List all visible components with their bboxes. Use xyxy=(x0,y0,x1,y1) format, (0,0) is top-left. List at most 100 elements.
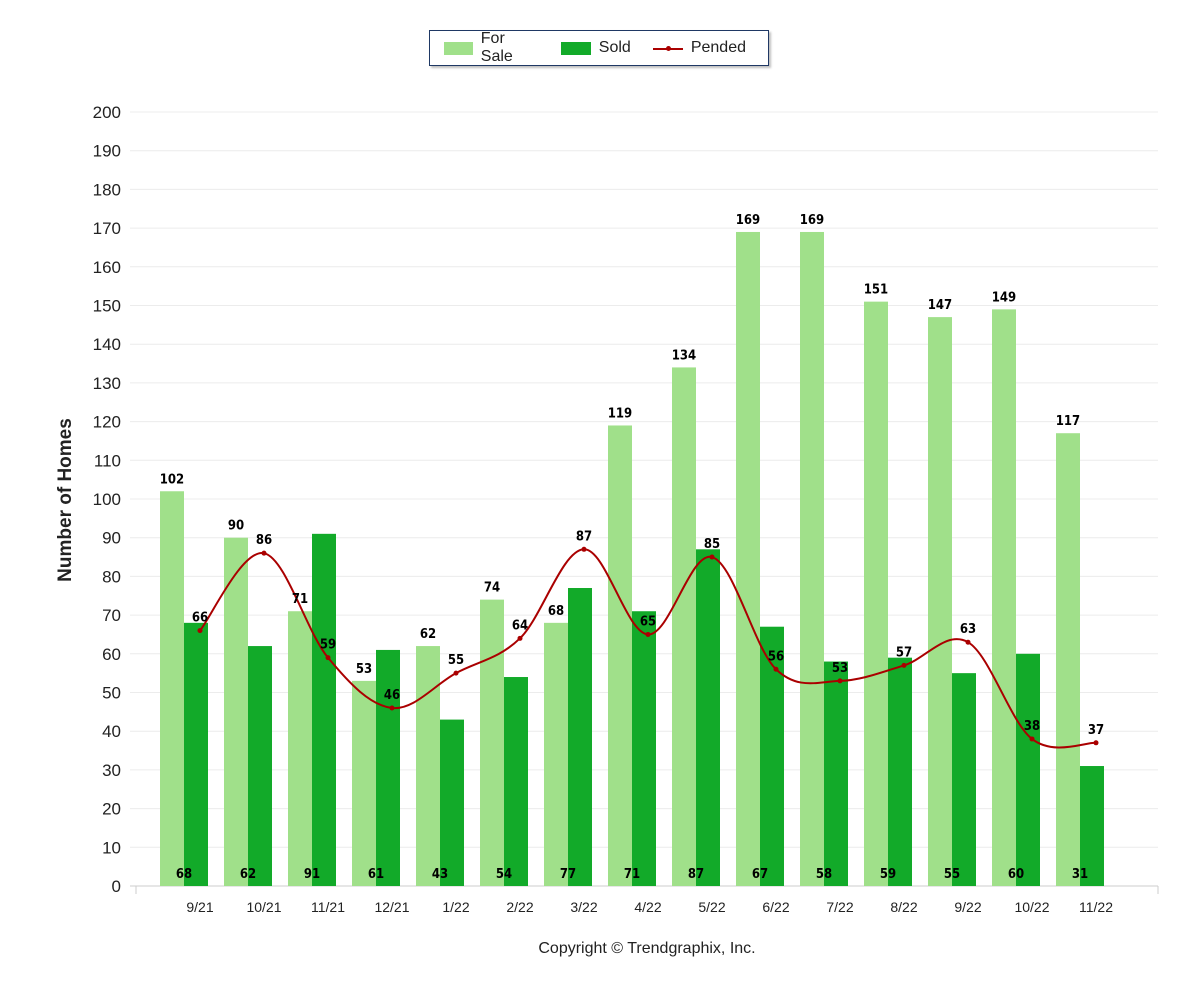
y-tick-label: 30 xyxy=(102,761,121,780)
data-label-sold: 61 xyxy=(368,867,384,882)
data-label-pended: 64 xyxy=(512,618,528,633)
data-label-for-sale: 169 xyxy=(800,213,824,228)
legend-swatch-for-sale xyxy=(444,41,473,55)
legend: For Sale Sold Pended xyxy=(429,30,769,66)
y-tick-label: 120 xyxy=(93,413,121,432)
x-axis-ticks: 9/21 10/21 11/21 12/21 1/22 2/22 3/22 4/22 5/22 6… xyxy=(186,899,1113,915)
x-tick-label: 2/22 xyxy=(506,899,533,915)
x-tick-label: 9/22 xyxy=(954,899,981,915)
legend-item-for-sale[interactable]: For Sale xyxy=(444,30,539,66)
data-label-pended: 57 xyxy=(896,645,912,660)
data-label-for-sale: 119 xyxy=(608,406,632,421)
data-label-sold: 67 xyxy=(752,867,768,882)
y-tick-label: 150 xyxy=(93,297,121,316)
bar-sold xyxy=(568,588,592,886)
data-label-pended: 37 xyxy=(1088,723,1104,738)
y-axis-ticks: 0 10 20 30 40 50 60 70 80 90 100 110 120 130 140 150 160… xyxy=(93,103,121,896)
pended-point xyxy=(773,666,779,672)
bar-sold xyxy=(696,549,720,886)
copyright: Copyright © Trendgraphix, Inc. xyxy=(538,940,756,957)
pended-point xyxy=(965,639,971,645)
bar-for-sale xyxy=(800,231,824,887)
legend-label-sold: Sold xyxy=(598,39,631,56)
pended-point xyxy=(581,546,587,552)
bar-for-sale xyxy=(352,680,376,886)
x-tick-label: 11/22 xyxy=(1079,899,1113,915)
data-label-for-sale: 90 xyxy=(228,519,244,534)
data-label-pended: 53 xyxy=(832,661,848,676)
pended-point xyxy=(325,655,331,661)
y-tick-label: 60 xyxy=(102,645,121,664)
y-tick-label: 140 xyxy=(93,335,121,354)
bar-for-sale xyxy=(160,491,184,886)
y-tick-label: 190 xyxy=(93,142,121,161)
x-tick-label: 12/21 xyxy=(374,899,409,915)
legend-item-pended[interactable]: Pended xyxy=(652,39,746,57)
y-tick-label: 50 xyxy=(102,684,121,703)
x-tick-label: 9/21 xyxy=(186,899,213,915)
bar-for-sale xyxy=(992,309,1016,886)
x-tick-label: 1/22 xyxy=(442,899,469,915)
bar-for-sale xyxy=(416,646,440,886)
x-tick-label: 8/22 xyxy=(890,899,917,915)
data-label-for-sale: 68 xyxy=(548,604,564,619)
x-tick-label: 6/22 xyxy=(762,899,789,915)
pended-point xyxy=(645,631,651,637)
data-label-for-sale: 53 xyxy=(356,662,372,677)
bar-sold xyxy=(824,661,848,886)
bar-for-sale xyxy=(224,537,248,886)
bar-sold xyxy=(248,646,272,886)
bar-sold xyxy=(440,719,464,886)
data-label-pended: 86 xyxy=(256,533,272,548)
data-label-sold: 55 xyxy=(944,867,960,882)
data-label-pended: 38 xyxy=(1024,719,1040,734)
data-label-for-sale: 149 xyxy=(992,290,1016,305)
data-label-sold: 59 xyxy=(880,867,896,882)
bar-sold xyxy=(184,622,208,886)
bar-sold xyxy=(1080,766,1104,886)
pended-point xyxy=(453,670,459,676)
data-label-pended: 46 xyxy=(384,688,400,703)
data-label-for-sale: 151 xyxy=(864,283,888,298)
x-tick-label: 4/22 xyxy=(634,899,661,915)
pended-point xyxy=(709,554,715,560)
data-label-sold: 91 xyxy=(304,867,320,882)
bar-sold xyxy=(504,677,528,886)
legend-label-pended: Pended xyxy=(690,39,746,56)
legend-line-pended xyxy=(652,42,683,55)
data-label-for-sale: 74 xyxy=(484,581,500,596)
data-label-pended: 65 xyxy=(640,614,656,629)
y-tick-label: 40 xyxy=(102,722,121,741)
bar-sold xyxy=(376,649,400,886)
pended-point xyxy=(197,628,203,634)
data-label-sold: 62 xyxy=(240,867,256,882)
y-tick-label: 100 xyxy=(93,490,121,509)
data-label-pended: 55 xyxy=(448,653,464,668)
legend-item-sold[interactable]: Sold xyxy=(560,39,631,57)
x-tick-label: 10/22 xyxy=(1014,899,1049,915)
x-tick-label: 3/22 xyxy=(570,899,597,915)
data-label-for-sale: 169 xyxy=(736,213,760,228)
data-label-sold: 60 xyxy=(1008,867,1024,882)
data-label-sold: 87 xyxy=(688,867,704,882)
legend-swatch-sold xyxy=(560,41,591,55)
bar-for-sale xyxy=(672,367,696,886)
data-label-for-sale: 62 xyxy=(420,627,436,642)
bar-for-sale xyxy=(864,301,888,886)
x-tick-label: 11/21 xyxy=(311,899,345,915)
bar-for-sale xyxy=(1056,433,1080,886)
bar-sold xyxy=(952,673,976,886)
bar-sold xyxy=(312,533,336,886)
data-label-for-sale: 117 xyxy=(1056,414,1080,429)
data-label-sold: 68 xyxy=(176,867,192,882)
y-tick-label: 0 xyxy=(112,877,121,896)
data-label-pended: 63 xyxy=(960,622,976,637)
data-label-sold: 54 xyxy=(496,867,512,882)
bar-for-sale xyxy=(544,622,568,886)
data-label-for-sale: 71 xyxy=(292,592,308,607)
y-tick-label: 80 xyxy=(102,567,121,586)
bar-for-sale xyxy=(736,231,760,887)
data-label-pended: 85 xyxy=(704,537,720,552)
data-label-sold: 58 xyxy=(816,867,832,882)
